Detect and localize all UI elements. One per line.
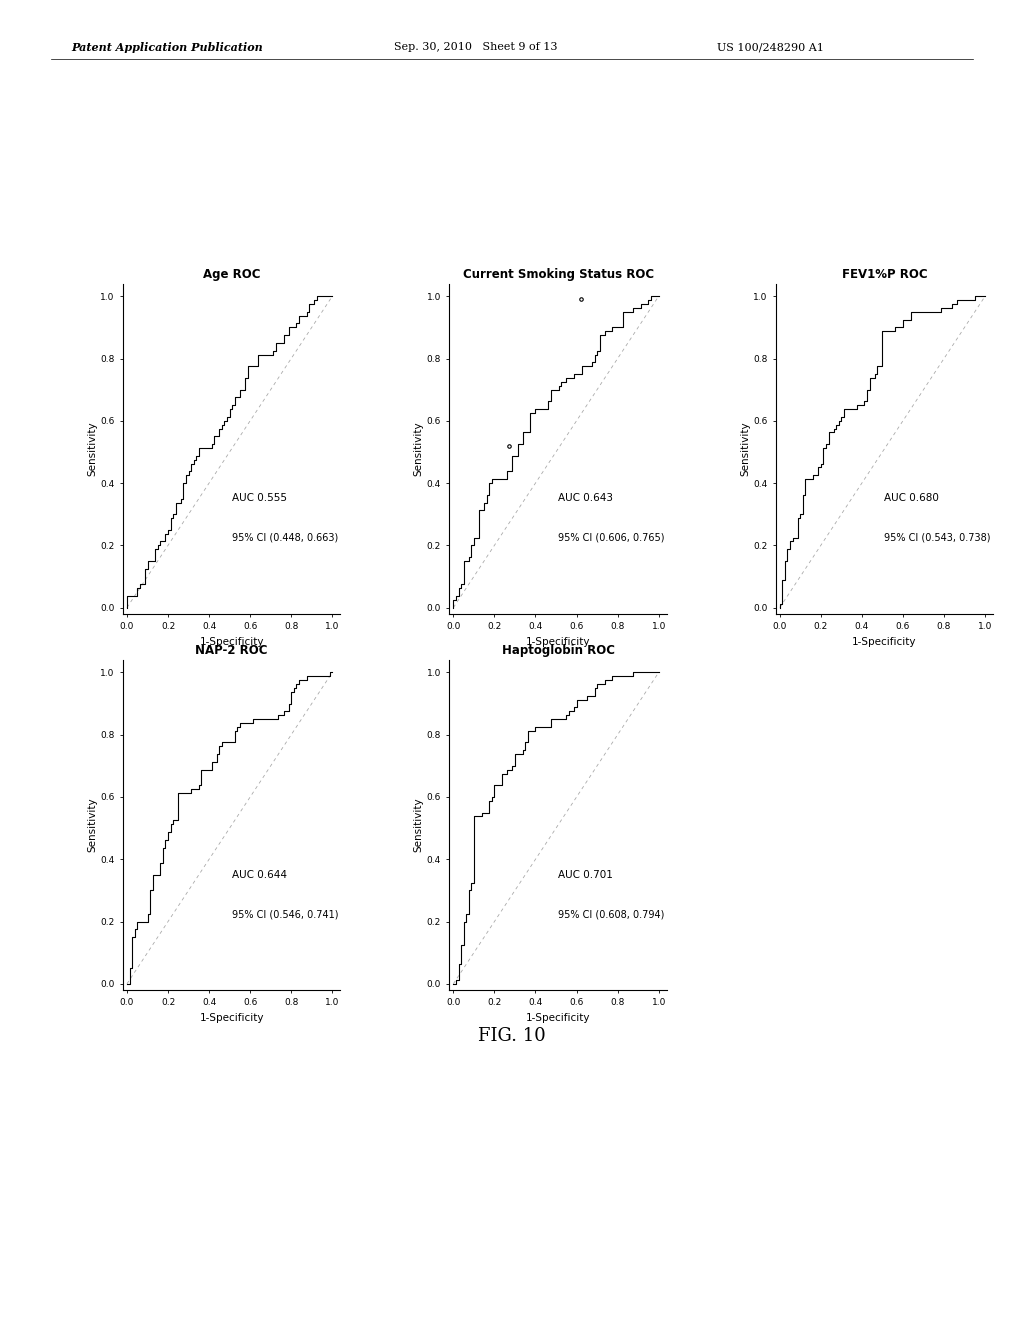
Title: Current Smoking Status ROC: Current Smoking Status ROC [463, 268, 653, 281]
X-axis label: 1-Specificity: 1-Specificity [526, 636, 590, 647]
Title: Age ROC: Age ROC [203, 268, 260, 281]
X-axis label: 1-Specificity: 1-Specificity [200, 1012, 264, 1023]
Y-axis label: Sensitivity: Sensitivity [414, 421, 424, 477]
Text: AUC 0.644: AUC 0.644 [231, 870, 287, 879]
Text: Patent Application Publication: Patent Application Publication [72, 42, 263, 53]
X-axis label: 1-Specificity: 1-Specificity [852, 636, 916, 647]
Text: 95% CI (0.448, 0.663): 95% CI (0.448, 0.663) [231, 533, 338, 543]
Text: 95% CI (0.608, 0.794): 95% CI (0.608, 0.794) [558, 909, 665, 919]
Title: FEV1%P ROC: FEV1%P ROC [842, 268, 928, 281]
Y-axis label: Sensitivity: Sensitivity [87, 797, 97, 853]
Text: 95% CI (0.546, 0.741): 95% CI (0.546, 0.741) [231, 909, 338, 919]
Text: AUC 0.643: AUC 0.643 [558, 494, 613, 503]
Y-axis label: Sensitivity: Sensitivity [87, 421, 97, 477]
Y-axis label: Sensitivity: Sensitivity [414, 797, 424, 853]
X-axis label: 1-Specificity: 1-Specificity [526, 1012, 590, 1023]
Text: 95% CI (0.543, 0.738): 95% CI (0.543, 0.738) [885, 533, 991, 543]
Text: US 100/248290 A1: US 100/248290 A1 [717, 42, 823, 53]
Title: Haptoglobin ROC: Haptoglobin ROC [502, 644, 614, 657]
Text: AUC 0.555: AUC 0.555 [231, 494, 287, 503]
Text: Sep. 30, 2010   Sheet 9 of 13: Sep. 30, 2010 Sheet 9 of 13 [394, 42, 558, 53]
Y-axis label: Sensitivity: Sensitivity [740, 421, 751, 477]
Text: FIG. 10: FIG. 10 [478, 1027, 546, 1045]
Text: 95% CI (0.606, 0.765): 95% CI (0.606, 0.765) [558, 533, 665, 543]
Title: NAP-2 ROC: NAP-2 ROC [196, 644, 268, 657]
Text: AUC 0.680: AUC 0.680 [885, 494, 939, 503]
X-axis label: 1-Specificity: 1-Specificity [200, 636, 264, 647]
Text: AUC 0.701: AUC 0.701 [558, 870, 613, 879]
